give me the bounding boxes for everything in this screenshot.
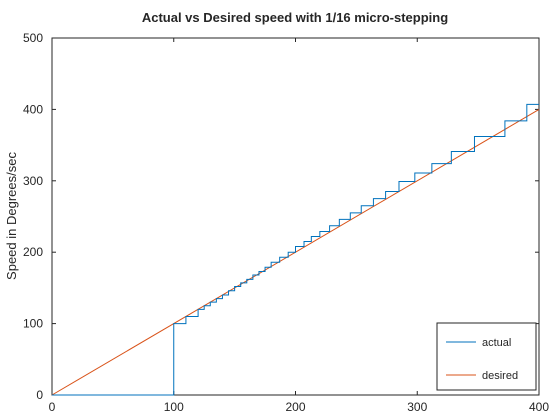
x-tick-label: 100 — [164, 400, 184, 414]
y-tick-label: 100 — [23, 317, 43, 331]
x-tick-label: 300 — [407, 400, 427, 414]
legend-label-actual: actual — [482, 337, 511, 349]
y-axis-label: Speed in Degrees/sec — [4, 152, 19, 280]
x-tick-label: 400 — [529, 400, 549, 414]
chart-title: Actual vs Desired speed with 1/16 micro-… — [142, 10, 448, 25]
y-tick-label: 500 — [23, 31, 43, 45]
x-tick-label: 200 — [285, 400, 305, 414]
y-tick-label: 0 — [36, 388, 43, 402]
y-tick-label: 200 — [23, 245, 43, 259]
legend: actual desired — [436, 322, 537, 391]
y-tick-label: 300 — [23, 174, 43, 188]
axis-ticks: 0 100 200 300 400 0 100 200 300 400 500 — [23, 31, 549, 414]
legend-box — [436, 322, 537, 391]
series-layer — [51, 103, 540, 396]
series-actual-line — [52, 103, 539, 396]
x-tick-label: 0 — [49, 400, 56, 414]
y-tick-label: 400 — [23, 102, 43, 116]
legend-label-desired: desired — [482, 370, 518, 382]
